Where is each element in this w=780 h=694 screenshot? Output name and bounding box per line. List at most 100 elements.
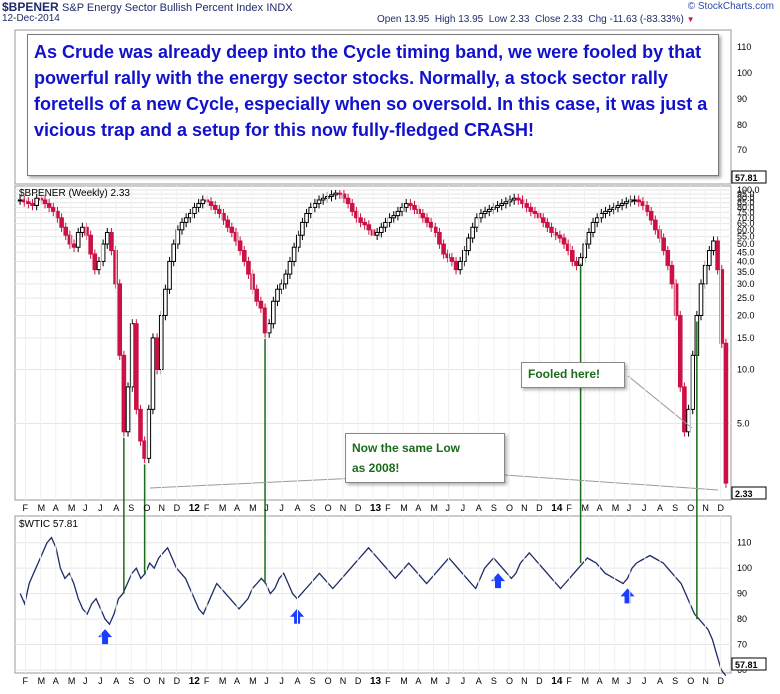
bpener-y-tick: 25.0: [737, 293, 755, 303]
x-tick-label: F: [385, 676, 391, 686]
x-tick-label: M: [249, 503, 256, 513]
x-tick-label: A: [113, 676, 119, 686]
bpener-bar: [192, 206, 197, 214]
svg-text:100: 100: [737, 68, 752, 78]
bpener-y-tick: 35.0: [737, 267, 755, 277]
x-tick-label: S: [491, 503, 497, 513]
low-label: Low: [488, 14, 508, 25]
bpener-bar: [665, 250, 671, 266]
bpener-y-tick: 75.0: [737, 207, 755, 217]
bpener-bar: [499, 203, 505, 206]
bpener-bar: [574, 260, 579, 266]
bpener-bar: [34, 197, 39, 206]
bpener-y-tick: 70.0: [737, 213, 755, 223]
x-tick-label: S: [310, 503, 316, 513]
x-tick-label: O: [143, 503, 150, 513]
x-tick-label: A: [234, 503, 240, 513]
bpener-y-tick: 90.0: [737, 193, 755, 203]
bpener-y-tick: 45.0: [737, 247, 755, 257]
x-tick-label: O: [143, 676, 150, 686]
bpener-bar: [619, 203, 625, 206]
x-tick-label: 13: [370, 676, 382, 687]
x-tick-label: M: [400, 676, 408, 686]
x-tick-label: A: [415, 503, 421, 513]
bpener-bar: [723, 342, 729, 484]
bpener-bar: [528, 206, 534, 212]
bpener-bar: [590, 221, 596, 233]
bpener-bar: [383, 221, 388, 228]
x-tick-label: J: [461, 503, 466, 513]
callout-same-low-line1: Now the same Low: [352, 441, 461, 455]
bpener-bar: [167, 260, 172, 290]
x-tick-label: D: [355, 676, 362, 686]
bpener-bar: [677, 314, 683, 388]
bpener-bar: [329, 194, 334, 198]
bpener-bar: [104, 231, 110, 245]
chg-value: -11.63 (-83.33%): [609, 14, 684, 25]
bpener-bar: [669, 264, 675, 285]
callout-fooled: Fooled here!: [521, 362, 625, 388]
bpener-bar: [92, 253, 98, 271]
x-tick-label: A: [53, 503, 59, 513]
bpener-bar: [453, 260, 459, 271]
bpener-bar: [262, 307, 268, 334]
bpener-y-tick: 85.0: [737, 198, 755, 208]
bpener-bar: [349, 203, 355, 212]
x-tick-label: N: [340, 676, 347, 686]
x-tick-label: J: [264, 503, 269, 513]
bpener-bar: [408, 203, 413, 206]
bpener-bar: [320, 197, 326, 201]
bpener-bar: [362, 221, 367, 226]
bpener-bar: [478, 212, 484, 219]
x-tick-label: J: [264, 676, 269, 686]
x-tick-label: N: [521, 676, 528, 686]
bpener-y-tick: 100.0: [737, 185, 760, 195]
bpener-bar: [225, 219, 230, 228]
bpener-bar: [615, 204, 621, 208]
bpener-bar: [707, 250, 712, 266]
bpener-bar: [42, 199, 48, 205]
bpener-bar: [511, 197, 517, 201]
wtic-last-flag: [731, 657, 767, 671]
x-tick-label: M: [38, 503, 46, 513]
bpener-bar: [150, 337, 156, 410]
bpener-bar: [295, 234, 301, 248]
x-tick-label: M: [612, 503, 620, 513]
bpener-bar: [636, 199, 642, 203]
bpener-bar: [611, 206, 617, 210]
bpener-bar: [266, 323, 272, 334]
bpener-y-tick: 15.0: [737, 333, 755, 343]
bpener-y-tick: 60.0: [737, 225, 755, 235]
x-tick-label: D: [536, 676, 543, 686]
bpener-y-tick: 10.0: [737, 365, 755, 375]
bpener-bar: [540, 217, 546, 223]
bpener-bar: [279, 283, 284, 290]
x-tick-label: M: [219, 503, 227, 513]
bpener-bar: [403, 203, 409, 208]
bpener-bar: [179, 221, 185, 231]
bpener-bar: [84, 226, 89, 236]
svg-text:110: 110: [737, 42, 751, 52]
bpener-bar: [391, 215, 397, 219]
x-tick-label: A: [476, 503, 482, 513]
svg-text:80: 80: [737, 120, 747, 130]
x-tick-label: D: [174, 503, 181, 513]
bpener-bar: [71, 243, 77, 248]
x-tick-label: J: [642, 503, 647, 513]
x-tick-label: M: [430, 503, 438, 513]
svg-text:70: 70: [737, 145, 747, 155]
bpener-bar: [586, 231, 592, 245]
x-tick-label: J: [627, 676, 632, 686]
bpener-bar: [113, 250, 118, 285]
bpener-bar: [163, 288, 168, 316]
bpener-bar: [88, 234, 93, 255]
x-tick-label: A: [234, 676, 240, 686]
x-tick-label: S: [128, 676, 134, 686]
x-tick-label: M: [249, 676, 256, 686]
bpener-bar: [175, 229, 181, 245]
x-tick-label: M: [612, 676, 620, 686]
wtic-y-tick: 100: [737, 563, 752, 573]
bpener-bar: [30, 203, 35, 206]
bpener-bar: [171, 243, 177, 262]
bpener-bar: [129, 323, 135, 388]
